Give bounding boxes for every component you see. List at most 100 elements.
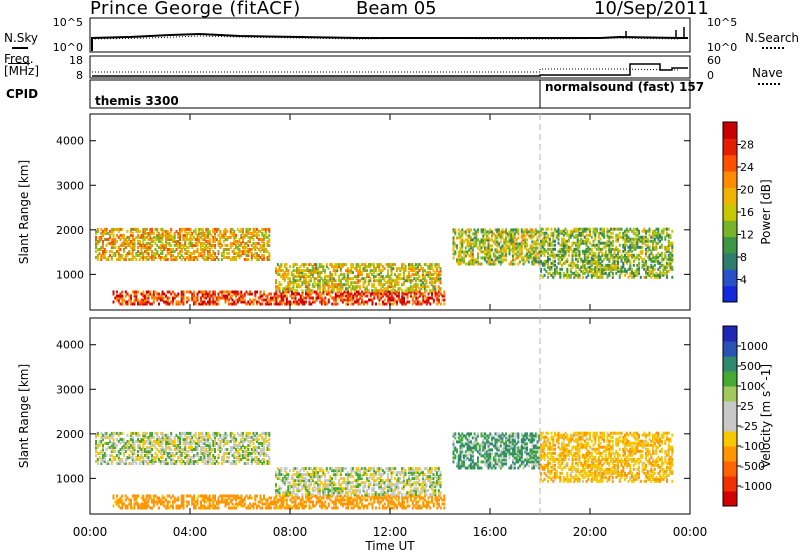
scatter-cell <box>487 238 490 242</box>
scatter-cell <box>378 273 381 277</box>
scatter-cell <box>660 259 663 263</box>
scatter-cell <box>599 267 602 271</box>
scatter-cell <box>625 269 628 273</box>
scatter-cell <box>364 287 367 291</box>
scatter-cell <box>208 502 211 506</box>
scatter-cell <box>524 238 527 242</box>
scatter-cell <box>231 302 234 306</box>
scatter-cell <box>489 244 492 248</box>
scatter-cell <box>112 290 115 294</box>
scatter-cell <box>270 500 272 504</box>
scatter-cell <box>564 273 567 277</box>
scatter-cell <box>512 254 514 258</box>
scatter-cell <box>411 287 414 291</box>
scatter-cell <box>242 240 244 243</box>
scatter-cell <box>201 238 204 241</box>
scatter-cell <box>131 450 134 453</box>
scatter-cell <box>121 254 124 257</box>
scatter-cell <box>657 259 660 263</box>
scatter-cell <box>520 256 523 260</box>
scatter-cell <box>296 283 298 287</box>
scatter-cell <box>158 437 160 441</box>
scatter-cell <box>128 439 131 443</box>
scatter-cell <box>338 500 341 504</box>
scatter-cell <box>179 244 181 247</box>
scatter-cell <box>282 504 285 508</box>
scatter-cell <box>151 256 153 259</box>
scatter-cell <box>135 502 138 506</box>
scatter-cell <box>112 437 115 441</box>
scatter-cell <box>531 236 534 240</box>
scatter-cell <box>166 229 169 233</box>
scatter-cell <box>357 285 360 289</box>
scatter-cell <box>340 296 342 300</box>
scatter-cell <box>562 261 565 265</box>
scatter-cell <box>610 269 612 273</box>
scatter-cell <box>596 265 598 269</box>
scatter-cell <box>347 502 349 506</box>
scatter-cell <box>582 251 584 255</box>
scatter-cell <box>247 240 250 243</box>
scatter-cell <box>158 435 160 439</box>
scatter-cell <box>240 229 243 233</box>
scatter-cell <box>408 504 411 508</box>
scatter-cell <box>301 292 304 296</box>
scatter-cell <box>152 254 155 257</box>
scatter-cell <box>236 246 239 249</box>
scatter-cell <box>243 250 246 253</box>
scatter-cell <box>116 294 118 298</box>
scatter-cell <box>401 498 404 502</box>
scatter-cell <box>461 244 464 248</box>
scatter-cell <box>313 267 316 271</box>
scatter-cell <box>151 296 153 300</box>
scatter-cell <box>366 275 368 279</box>
scatter-cell <box>156 229 159 233</box>
scatter-cell <box>552 263 555 267</box>
nsearch-line-key <box>762 47 784 49</box>
scatter-cell <box>119 431 122 435</box>
scatter-cell <box>175 258 178 261</box>
scatter-cell <box>387 294 390 298</box>
scatter-cell <box>116 233 118 237</box>
scatter-cell <box>510 236 513 240</box>
scatter-cell <box>622 235 625 239</box>
scatter-cell <box>121 446 124 449</box>
scatter-cell <box>566 259 569 263</box>
scatter-cell <box>296 506 299 510</box>
scatter-cell <box>102 437 104 441</box>
scatter-cell <box>145 452 148 455</box>
scatter-cell <box>278 504 281 508</box>
scatter-cell <box>301 298 304 302</box>
scatter-cell <box>583 259 586 263</box>
scatter-cell <box>434 281 437 285</box>
scatter-cell <box>552 233 555 237</box>
scatter-cell <box>608 259 611 263</box>
scatter-cell <box>459 262 462 266</box>
scatter-cell <box>226 500 229 504</box>
scatter-cell <box>215 500 218 504</box>
scatter-cell <box>480 250 483 254</box>
scatter-cell <box>582 233 584 237</box>
scatter-cell <box>411 302 414 306</box>
scatter-cell <box>396 498 398 502</box>
scatter-cell <box>624 255 626 259</box>
scatter-cell <box>201 498 204 502</box>
scatter-cell <box>105 258 108 261</box>
scatter-cell <box>205 500 208 504</box>
scatter-cell <box>660 243 663 247</box>
scatter-cell <box>208 290 211 294</box>
scatter-cell <box>208 256 211 259</box>
scatter-cell <box>573 247 576 251</box>
scatter-cell <box>266 240 269 243</box>
scatter-cell <box>285 302 288 306</box>
scatter-cell <box>508 246 511 250</box>
scatter-cell <box>375 302 377 306</box>
scatter-cell <box>159 296 162 300</box>
scatter-cell <box>180 292 183 296</box>
scatter-cell <box>566 239 569 243</box>
scatter-cell <box>541 241 544 245</box>
scatter-cell <box>270 292 272 296</box>
scatter-cell <box>632 239 635 243</box>
scatter-cell <box>282 269 284 273</box>
scatter-cell <box>397 502 400 506</box>
